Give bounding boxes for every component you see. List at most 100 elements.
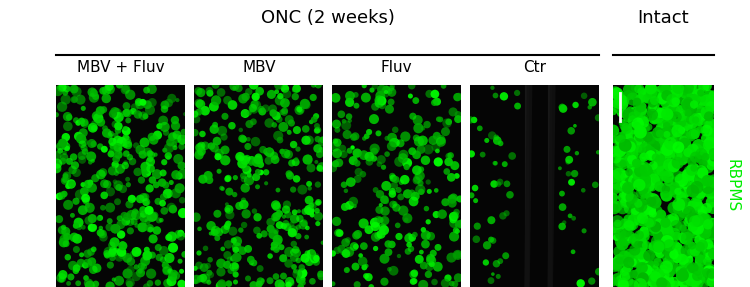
Point (498, 94, 510, 99)
Point (344, 119, 355, 123)
Point (651, 177, 663, 181)
Point (389, 140, 401, 145)
Point (677, 134, 689, 139)
Point (67, 168, 79, 172)
Point (702, 222, 714, 227)
Point (617, 281, 629, 286)
Point (219, 227, 231, 232)
Point (296, 271, 308, 276)
Point (700, 154, 712, 159)
Point (303, 138, 315, 142)
Point (112, 128, 124, 133)
Point (407, 272, 419, 277)
Point (680, 147, 692, 152)
Point (700, 226, 712, 230)
Point (452, 253, 464, 257)
Point (105, 131, 117, 136)
Point (678, 88, 690, 93)
Point (404, 94, 416, 98)
Point (465, 152, 477, 156)
Point (689, 249, 701, 253)
Point (667, 187, 679, 191)
Point (650, 280, 662, 285)
Point (107, 249, 119, 253)
Point (641, 96, 653, 101)
Point (281, 92, 293, 96)
Point (299, 256, 311, 260)
Point (82, 218, 94, 223)
Point (637, 117, 649, 122)
Point (447, 217, 459, 222)
Point (454, 197, 466, 201)
Point (435, 139, 447, 144)
Point (707, 153, 719, 158)
Point (267, 106, 279, 111)
Point (374, 94, 386, 98)
Point (617, 162, 629, 166)
Point (164, 140, 176, 145)
Point (351, 282, 363, 287)
Point (376, 87, 388, 92)
Point (660, 154, 672, 159)
Point (688, 183, 700, 188)
Point (634, 87, 646, 91)
Point (342, 238, 354, 242)
Point (222, 208, 234, 212)
Point (658, 282, 670, 287)
Point (366, 88, 378, 92)
Point (302, 156, 314, 161)
Point (636, 239, 648, 243)
Point (291, 272, 303, 276)
Point (635, 157, 647, 161)
Point (511, 91, 523, 95)
Point (661, 265, 673, 269)
Point (675, 147, 687, 152)
Point (118, 112, 130, 116)
Point (695, 99, 707, 104)
Point (239, 166, 251, 170)
Point (684, 118, 696, 123)
Point (70, 170, 82, 175)
Point (120, 219, 132, 224)
Point (312, 221, 324, 226)
Point (688, 113, 700, 117)
Point (62, 114, 74, 119)
Point (416, 250, 428, 254)
Point (417, 283, 429, 287)
Point (284, 250, 296, 254)
Point (146, 153, 158, 157)
Point (424, 234, 436, 238)
Point (645, 85, 657, 90)
Point (88, 224, 100, 229)
Point (124, 282, 136, 286)
Point (350, 103, 362, 108)
Point (134, 197, 146, 201)
Point (119, 152, 131, 156)
Point (654, 131, 666, 136)
Point (169, 118, 181, 122)
Point (432, 160, 444, 164)
Point (662, 227, 674, 231)
Point (694, 226, 706, 230)
Point (288, 255, 300, 260)
Point (660, 242, 672, 246)
Point (74, 192, 86, 197)
Point (143, 208, 155, 213)
Point (682, 257, 694, 262)
Point (620, 126, 632, 131)
Point (702, 185, 714, 189)
Point (215, 186, 227, 190)
Point (676, 157, 688, 162)
Point (80, 276, 92, 280)
Point (264, 148, 276, 153)
Point (403, 236, 415, 241)
Point (398, 152, 410, 157)
Point (344, 148, 355, 153)
Point (647, 279, 659, 284)
Point (194, 276, 206, 281)
Point (676, 273, 688, 278)
Point (165, 205, 177, 210)
Point (637, 150, 649, 155)
Point (292, 234, 304, 238)
Point (664, 252, 676, 257)
